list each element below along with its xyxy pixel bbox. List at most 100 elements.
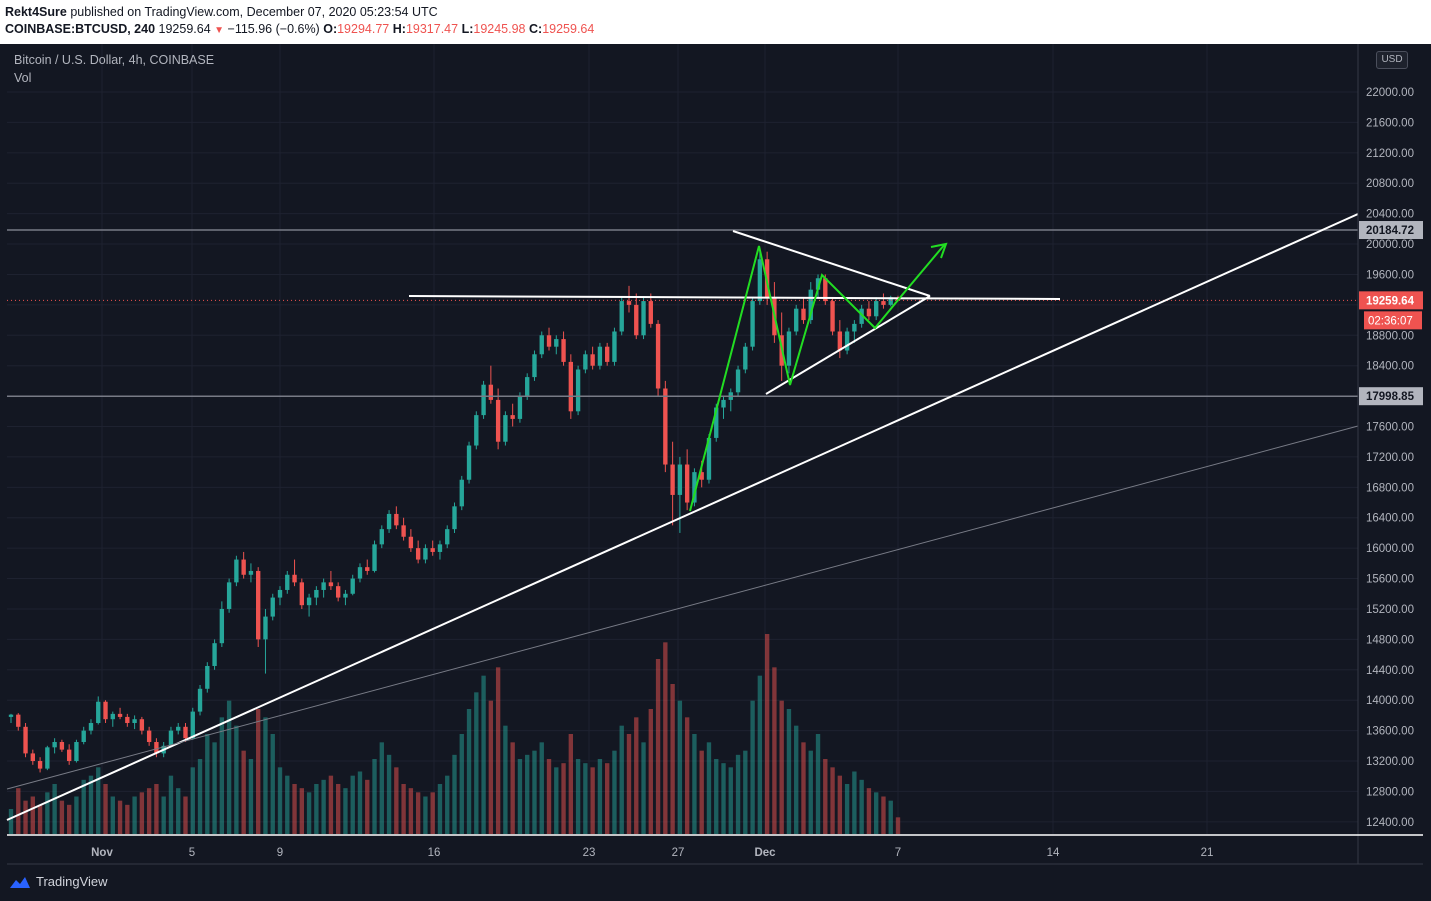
volume-bar (815, 734, 821, 834)
candle-body (430, 548, 435, 552)
volume-bar (437, 784, 443, 834)
volume-bar (466, 709, 472, 834)
candle-body (234, 559, 239, 583)
candle-body (437, 544, 443, 552)
volume-bar (263, 717, 268, 834)
last-price-label: 19259.64 (1366, 295, 1415, 307)
publish-line: Rekt4Sure published on TradingView.com, … (5, 5, 438, 19)
candle-body (372, 544, 377, 571)
candle-body (125, 716, 130, 724)
volume-bar (59, 800, 65, 834)
volume-bar (517, 759, 523, 834)
publish-header: Rekt4Sure published on TradingView.com, … (0, 0, 1431, 44)
volume-bar (852, 771, 857, 834)
chart-legend: Bitcoin / U.S. Dollar, 4h, COINBASE Vol (14, 53, 214, 89)
candle-body (597, 346, 603, 366)
volume-bar (823, 759, 828, 834)
last-price: 19259.64 (158, 22, 211, 36)
volume-bar (663, 642, 668, 834)
candle-body (604, 346, 610, 362)
candle-body (881, 301, 886, 305)
trendline-major (6, 213, 1359, 821)
volume-bar (66, 804, 72, 834)
volume-bar (634, 717, 639, 834)
symbol-label: COINBASE:BTCUSD, 240 (5, 22, 156, 36)
candle-body (343, 593, 348, 598)
candle-body (626, 301, 632, 305)
candle-body (612, 331, 617, 362)
volume-bar (459, 734, 464, 834)
candle-body (103, 701, 108, 720)
candle-body (757, 259, 763, 302)
candle-body (314, 589, 319, 598)
currency-badge[interactable]: USD (1376, 51, 1408, 69)
volume-bar (735, 754, 741, 834)
candle-body (699, 472, 704, 480)
candle-body (692, 472, 697, 503)
y-tick-label: 16800.00 (1366, 482, 1414, 494)
candle-body (815, 278, 821, 290)
candle-body (684, 464, 690, 503)
volume-bar (881, 796, 886, 834)
volume-bars (8, 634, 901, 834)
volume-bar (488, 700, 494, 834)
legend-volume: Vol (14, 71, 32, 85)
candle-body (866, 308, 872, 317)
candle-body (30, 753, 35, 762)
volume-bar (772, 667, 777, 834)
volume-bar (219, 717, 225, 834)
volume-bar (401, 784, 406, 834)
volume-bar (728, 767, 733, 834)
candle-body (321, 582, 326, 590)
volume-bar (205, 734, 210, 834)
candle-body (96, 701, 101, 724)
candle-body (66, 749, 72, 762)
candle-body (561, 339, 566, 362)
candle-body (575, 369, 581, 412)
volume-bar (132, 796, 137, 834)
volume-bar (168, 775, 174, 834)
volume-bar (684, 717, 690, 834)
candle-body (335, 586, 341, 598)
candle-body (285, 574, 290, 590)
price-chart[interactable]: 12400.00 12800.00 13200.00 13600.00 14000.00… (0, 44, 1431, 901)
candle-body (590, 354, 595, 366)
x-tick-label: 23 (583, 847, 596, 859)
y-tick-label: 12400.00 (1366, 817, 1414, 829)
volume-bar (808, 750, 813, 834)
candle-body (677, 464, 683, 495)
candle-body (830, 301, 835, 332)
candle-body (641, 301, 646, 336)
volume-bar (306, 792, 312, 834)
candle-body (328, 582, 334, 587)
volume-bar (88, 775, 94, 834)
y-tick-label: 16400.00 (1366, 513, 1414, 525)
candle-body (517, 396, 523, 419)
candle-body (619, 301, 624, 332)
x-tick-label: 5 (189, 847, 195, 859)
y-tick-label: 14800.00 (1366, 634, 1414, 646)
trendline-minor (6, 425, 1359, 790)
volume-bar (386, 754, 392, 834)
candle-body (88, 723, 94, 731)
volume-bar (568, 734, 574, 834)
author-name[interactable]: Rekt4Sure (5, 5, 67, 19)
candle-body (743, 346, 748, 370)
legend-title: Bitcoin / U.S. Dollar, 4h, COINBASE (14, 53, 215, 67)
volume-bar (226, 700, 232, 834)
volume-bar (844, 784, 850, 834)
tradingview-logo[interactable]: TradingView (8, 874, 108, 889)
drawings (6, 213, 1359, 821)
candle-body (452, 506, 457, 530)
x-tick-label: 9 (277, 847, 283, 859)
candle-body (16, 714, 21, 727)
volume-bar (394, 767, 399, 834)
open-value: 19294.77 (337, 22, 390, 36)
volume-bar (670, 684, 675, 834)
candle-body (495, 399, 501, 442)
candle-body (459, 479, 464, 507)
y-tick-label: 19600.00 (1366, 269, 1414, 281)
countdown-label: 02:36:07 (1368, 315, 1413, 327)
volume-bar (503, 725, 508, 834)
candle-body (539, 335, 544, 355)
